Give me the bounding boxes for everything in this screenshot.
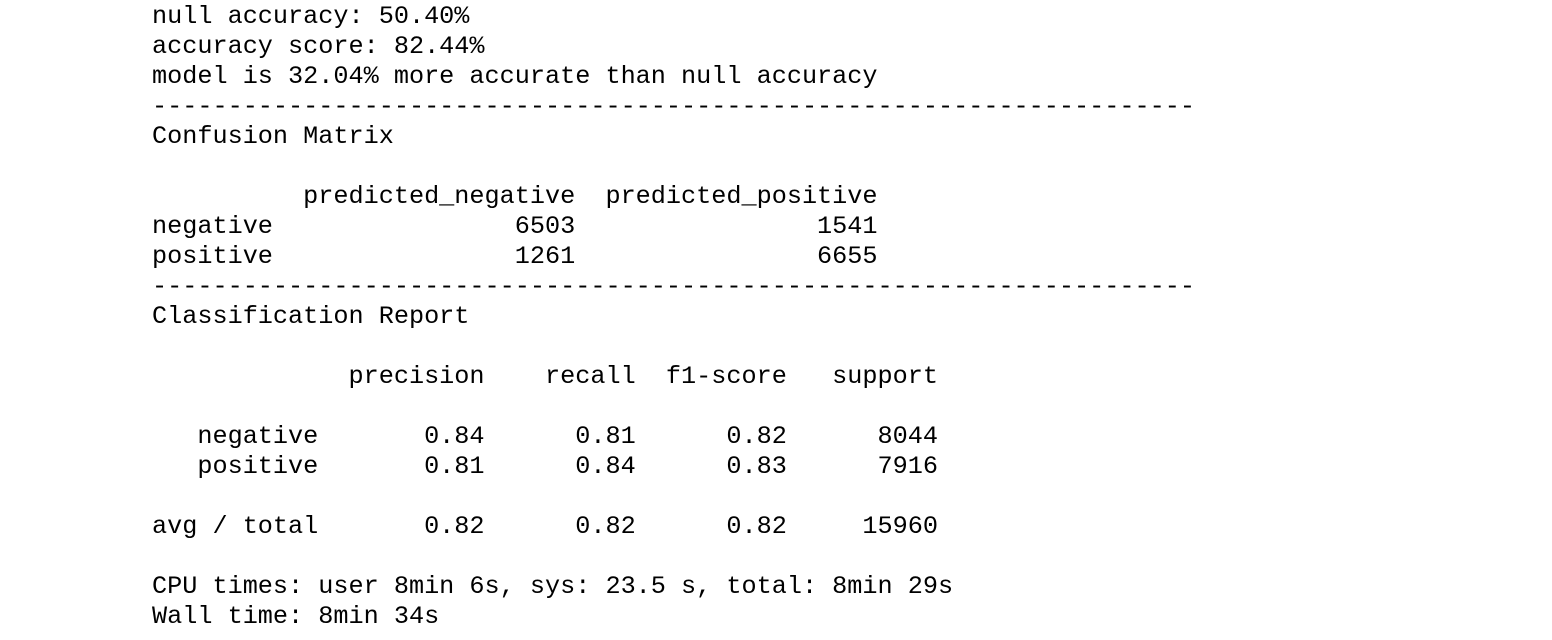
blank-line <box>152 332 1195 362</box>
confusion-matrix-header: predicted_negative predicted_positive <box>152 182 878 211</box>
classification-report-header: precision recall f1-score support <box>152 362 938 391</box>
cell-output: null accuracy: 50.40% accuracy score: 82.… <box>152 2 1195 632</box>
classification-report-title: Classification Report <box>152 302 470 331</box>
confusion-matrix-row-negative: negative 6503 1541 <box>152 212 878 241</box>
blank-line <box>152 392 1195 422</box>
classification-report-row-negative: negative 0.84 0.81 0.82 8044 <box>152 422 938 451</box>
divider-line: ----------------------------------------… <box>152 272 1195 301</box>
confusion-matrix-row-positive: positive 1261 6655 <box>152 242 878 271</box>
blank-line <box>152 542 1195 572</box>
cpu-times-line: CPU times: user 8min 6s, sys: 23.5 s, to… <box>152 572 954 601</box>
improvement-line: model is 32.04% more accurate than null … <box>152 62 878 91</box>
classification-report-total: avg / total 0.82 0.82 0.82 15960 <box>152 512 938 541</box>
divider-line: ----------------------------------------… <box>152 92 1195 121</box>
accuracy-score-line: accuracy score: 82.44% <box>152 32 485 61</box>
blank-line <box>152 152 1195 182</box>
null-accuracy-line: null accuracy: 50.40% <box>152 2 470 31</box>
wall-time-line: Wall time: 8min 34s <box>152 602 440 631</box>
confusion-matrix-title: Confusion Matrix <box>152 122 394 151</box>
classification-report-row-positive: positive 0.81 0.84 0.83 7916 <box>152 452 938 481</box>
blank-line <box>152 482 1195 512</box>
